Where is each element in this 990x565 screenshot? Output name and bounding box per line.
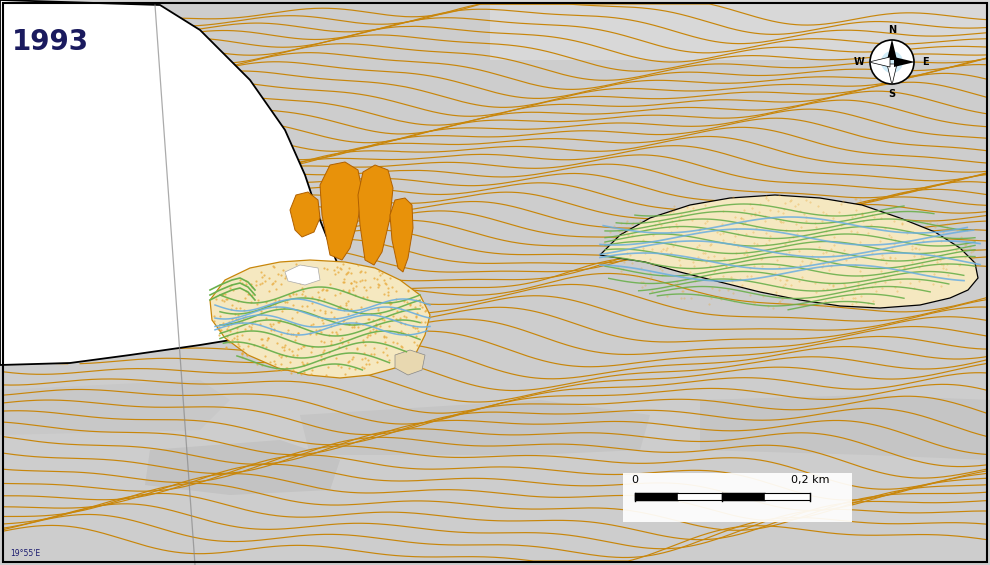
Polygon shape xyxy=(600,195,978,308)
Polygon shape xyxy=(320,162,362,260)
FancyBboxPatch shape xyxy=(623,473,852,522)
Text: W: W xyxy=(853,57,864,67)
Polygon shape xyxy=(700,395,990,460)
Polygon shape xyxy=(887,64,897,85)
Polygon shape xyxy=(894,57,915,67)
Text: S: S xyxy=(888,89,896,99)
Polygon shape xyxy=(290,192,320,237)
Polygon shape xyxy=(210,260,430,378)
Text: 19°55'E: 19°55'E xyxy=(10,549,41,558)
Polygon shape xyxy=(285,265,320,285)
Text: E: E xyxy=(922,57,929,67)
Polygon shape xyxy=(145,440,340,495)
Polygon shape xyxy=(0,380,230,435)
Polygon shape xyxy=(887,39,897,60)
Bar xyxy=(635,493,810,500)
Text: 1993: 1993 xyxy=(12,28,89,56)
Polygon shape xyxy=(390,198,413,272)
Polygon shape xyxy=(300,400,650,455)
Polygon shape xyxy=(0,0,338,365)
Polygon shape xyxy=(869,57,890,67)
Polygon shape xyxy=(395,350,425,375)
Text: N: N xyxy=(888,25,896,35)
Text: 0: 0 xyxy=(632,475,639,485)
Polygon shape xyxy=(358,165,393,265)
Polygon shape xyxy=(0,0,165,200)
Text: 0,2 km: 0,2 km xyxy=(791,475,830,485)
Circle shape xyxy=(881,51,903,73)
Polygon shape xyxy=(490,0,990,60)
Circle shape xyxy=(870,40,914,84)
